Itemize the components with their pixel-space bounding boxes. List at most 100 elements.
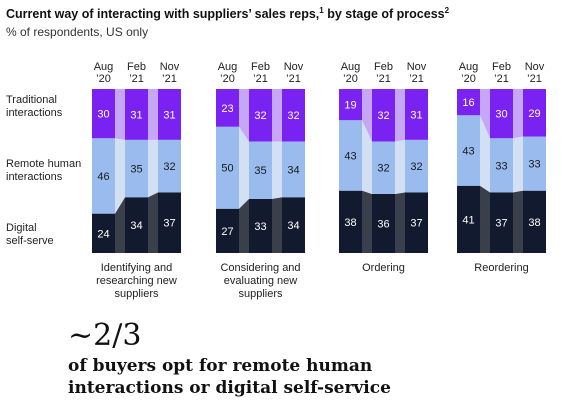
row-label-traditional-line2: interactions xyxy=(6,107,63,119)
connector-digital-3-1 xyxy=(513,190,523,253)
bar-traditional-3-1 xyxy=(490,89,513,139)
stage-label-0: Identifying and researching new suppliers xyxy=(77,262,197,301)
bar-remote-1-0 xyxy=(216,126,239,209)
bar-digital-3-1 xyxy=(490,192,513,253)
value-label-traditional-2-2: 31 xyxy=(410,109,422,121)
value-label-traditional-3-2: 29 xyxy=(528,108,540,120)
title-footnote-1: 1 xyxy=(319,6,324,15)
bar-digital-3-0 xyxy=(457,185,480,253)
bar-digital-1-2 xyxy=(282,197,305,253)
period-label-0-0: Aug xyxy=(94,61,114,73)
connector-digital-0-0 xyxy=(115,197,125,253)
connector-remote-3-1 xyxy=(513,136,523,193)
value-label-traditional-0-0: 30 xyxy=(97,109,109,121)
row-label-remote: Remote human interactions xyxy=(6,158,81,184)
value-label-traditional-0-2: 31 xyxy=(163,109,175,121)
callout-text: of buyers opt for remote human interacti… xyxy=(68,355,391,399)
chart-subtitle: % of respondents, US only xyxy=(6,25,149,39)
stage-label-1-line2: evaluating new xyxy=(223,275,298,287)
value-label-traditional-1-0: 23 xyxy=(221,103,233,115)
connector-remote-0-1 xyxy=(148,139,158,198)
value-label-remote-3-2: 33 xyxy=(528,159,540,171)
value-label-traditional-1-2: 32 xyxy=(287,110,299,122)
connector-remote-2-0 xyxy=(362,120,372,194)
bar-remote-3-1 xyxy=(490,138,513,193)
value-label-traditional-1-1: 32 xyxy=(254,110,266,122)
value-label-digital-1-2: 34 xyxy=(287,220,299,232)
period-year-2-0: ’20 xyxy=(343,73,358,85)
bar-traditional-0-2 xyxy=(158,89,181,140)
connector-remote-0-0 xyxy=(115,138,125,214)
period-label-2-1: Feb xyxy=(374,61,393,73)
period-year-3-2: ’21 xyxy=(527,73,542,85)
connector-traditional-1-0 xyxy=(239,89,249,142)
value-label-digital-0-1: 34 xyxy=(130,220,142,232)
bar-remote-0-2 xyxy=(158,139,181,193)
bar-digital-2-0 xyxy=(339,190,362,253)
period-label-3-1: Feb xyxy=(492,61,511,73)
stage-label-1: Considering and evaluating new suppliers xyxy=(201,262,321,301)
connector-digital-0-1 xyxy=(148,192,158,253)
bar-digital-0-2 xyxy=(158,192,181,253)
period-year-2-1: ’21 xyxy=(376,73,391,85)
value-label-remote-1-1: 35 xyxy=(254,165,266,177)
value-label-remote-1-0: 50 xyxy=(221,163,233,175)
title-footnote-2: 2 xyxy=(444,6,450,15)
callout-text-line1: of buyers opt for remote human xyxy=(68,356,373,376)
connector-traditional-1-1 xyxy=(272,89,282,142)
row-label-digital: Digital self-serve xyxy=(6,222,54,248)
bar-digital-2-1 xyxy=(372,193,395,253)
connector-remote-3-0 xyxy=(480,115,490,193)
connector-traditional-0-1 xyxy=(148,89,158,140)
value-label-traditional-2-1: 32 xyxy=(377,110,389,122)
row-label-traditional-line1: Traditional xyxy=(6,94,57,106)
period-label-1-2: Nov xyxy=(284,61,304,73)
bar-remote-0-1 xyxy=(125,139,148,198)
stage-label-3: Reordering xyxy=(442,262,562,275)
bar-digital-2-2 xyxy=(405,192,428,253)
row-label-remote-line1: Remote human xyxy=(6,158,82,170)
bar-digital-0-0 xyxy=(92,213,115,253)
bar-remote-1-2 xyxy=(282,141,305,198)
period-year-2-2: ’21 xyxy=(409,73,424,85)
row-label-remote-line2: interactions xyxy=(6,171,63,183)
connector-remote-1-0 xyxy=(239,126,249,209)
row-label-digital-line2: self-serve xyxy=(6,235,54,247)
bar-digital-1-0 xyxy=(216,208,239,253)
bar-traditional-1-2 xyxy=(282,89,305,142)
value-label-digital-3-1: 37 xyxy=(495,218,507,230)
chart-title: Current way of interacting with supplier… xyxy=(6,6,449,21)
bar-remote-2-0 xyxy=(339,120,362,191)
bar-digital-0-1 xyxy=(125,197,148,253)
value-label-traditional-2-0: 19 xyxy=(344,100,356,112)
bar-remote-3-2 xyxy=(523,136,546,191)
value-label-remote-0-2: 32 xyxy=(163,161,175,173)
connector-traditional-3-0 xyxy=(480,89,490,139)
period-label-0-2: Nov xyxy=(160,61,180,73)
value-label-remote-3-1: 33 xyxy=(495,160,507,172)
bar-traditional-0-0 xyxy=(92,89,115,139)
connector-traditional-3-1 xyxy=(513,89,523,139)
value-label-digital-1-1: 33 xyxy=(254,221,266,233)
bar-remote-2-1 xyxy=(372,141,395,194)
period-year-0-2: ’21 xyxy=(162,73,177,85)
bar-traditional-2-1 xyxy=(372,89,395,142)
value-label-digital-0-2: 37 xyxy=(163,218,175,230)
connector-remote-1-1 xyxy=(272,141,282,199)
bar-remote-2-2 xyxy=(405,139,428,193)
period-label-2-2: Nov xyxy=(407,61,427,73)
stage-label-0-line2: researching new xyxy=(96,275,177,287)
row-label-traditional: Traditional interactions xyxy=(6,94,62,120)
period-label-1-0: Aug xyxy=(218,61,238,73)
period-label-3-2: Nov xyxy=(525,61,545,73)
value-label-digital-0-0: 24 xyxy=(97,228,109,240)
period-year-0-0: ’20 xyxy=(96,73,111,85)
period-label-3-0: Aug xyxy=(459,61,479,73)
connector-traditional-2-1 xyxy=(395,89,405,142)
connector-digital-2-0 xyxy=(362,190,372,253)
period-year-3-0: ’20 xyxy=(461,73,476,85)
bar-traditional-0-1 xyxy=(125,89,148,140)
stage-label-2-line1: Ordering xyxy=(362,262,405,274)
value-label-digital-2-0: 38 xyxy=(344,217,356,229)
period-label-0-1: Feb xyxy=(127,61,146,73)
